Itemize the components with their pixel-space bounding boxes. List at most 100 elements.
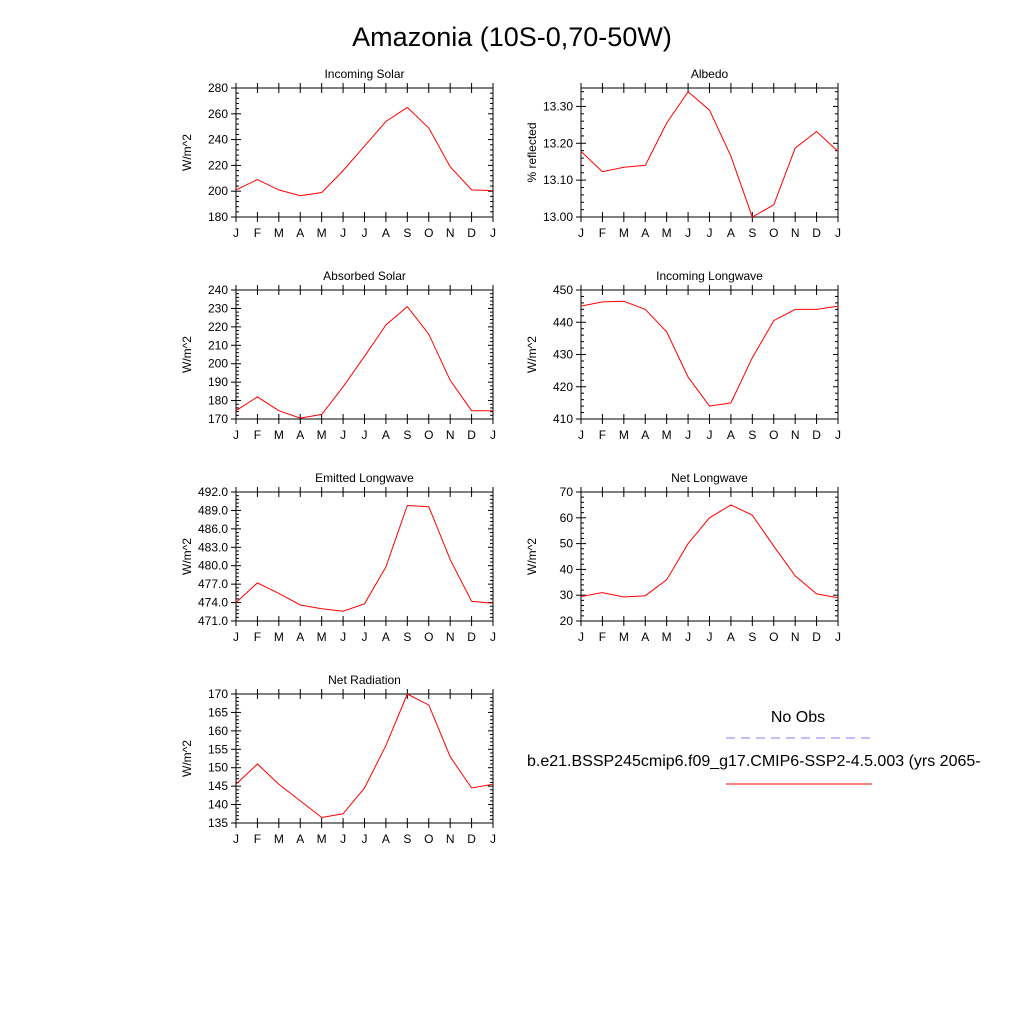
x-tick-label: J xyxy=(340,832,346,846)
x-tick-label: F xyxy=(254,428,261,442)
y-tick-label: 486.0 xyxy=(198,522,228,536)
y-tick-label: 13.10 xyxy=(543,173,573,187)
y-tick-label: 20 xyxy=(560,614,574,628)
panel-title: Emitted Longwave xyxy=(315,471,414,485)
panel-net-radiation: Net Radiation W/m^2 135 140 145 150 155 160 165 1… xyxy=(180,673,496,846)
y-axis-label: W/m^2 xyxy=(525,538,539,575)
x-tick-label: J xyxy=(685,428,691,442)
x-tick-label: J xyxy=(233,226,239,240)
x-tick-label: J xyxy=(707,428,713,442)
plot-frame xyxy=(235,289,494,420)
x-tick-label: A xyxy=(641,428,649,442)
y-tick-label: 140 xyxy=(208,798,228,812)
y-axis-label: W/m^2 xyxy=(525,336,539,373)
x-tick-label: O xyxy=(424,428,433,442)
y-tick-label: 471.0 xyxy=(198,614,228,628)
y-tick-label: 210 xyxy=(208,338,228,352)
y-axis-label: W/m^2 xyxy=(180,336,194,373)
y-tick-label: 477.0 xyxy=(198,577,228,591)
x-tick-label: J xyxy=(490,226,496,240)
y-tick-label: 13.30 xyxy=(543,99,573,113)
y-axis-label: % reflected xyxy=(525,122,539,182)
y-tick-label: 410 xyxy=(553,412,573,426)
panel-title: Incoming Longwave xyxy=(656,269,763,283)
x-tick-label: O xyxy=(769,428,778,442)
x-tick-label: M xyxy=(619,630,629,644)
x-tick-label: M xyxy=(662,226,672,240)
x-tick-label: J xyxy=(578,226,584,240)
x-tick-label: J xyxy=(362,428,368,442)
x-tick-label: A xyxy=(727,630,735,644)
x-tick-label: J xyxy=(233,428,239,442)
x-tick-label: F xyxy=(599,630,606,644)
y-tick-label: 150 xyxy=(208,761,228,775)
y-tick-label: 40 xyxy=(560,562,574,576)
y-tick-label: 220 xyxy=(208,158,228,172)
x-tick-label: S xyxy=(403,226,411,240)
y-axis-label: W/m^2 xyxy=(180,740,194,777)
x-tick-label: A xyxy=(641,226,649,240)
x-tick-label: A xyxy=(727,226,735,240)
y-tick-label: 230 xyxy=(208,301,228,315)
x-tick-label: O xyxy=(769,226,778,240)
x-tick-label: S xyxy=(403,630,411,644)
x-tick-label: M xyxy=(662,428,672,442)
y-tick-label: 165 xyxy=(208,705,228,719)
x-tick-label: N xyxy=(791,428,800,442)
y-axis-label: W/m^2 xyxy=(180,538,194,575)
y-tick-label: 430 xyxy=(553,348,573,362)
y-tick-label: 260 xyxy=(208,107,228,121)
x-tick-label: J xyxy=(362,630,368,644)
x-tick-label: J xyxy=(340,630,346,644)
series-line xyxy=(580,90,839,218)
legend-obs-label: No Obs xyxy=(771,709,825,726)
x-tick-label: J xyxy=(233,832,239,846)
x-tick-label: D xyxy=(467,226,476,240)
x-tick-label: J xyxy=(685,226,691,240)
x-tick-label: M xyxy=(619,226,629,240)
y-tick-label: 145 xyxy=(208,779,228,793)
panel-emitted-longwave: Emitted Longwave W/m^2 471.0 474.0 477.0 480.… xyxy=(180,471,496,644)
x-tick-label: A xyxy=(296,428,304,442)
y-tick-label: 492.0 xyxy=(198,485,228,499)
y-tick-label: 160 xyxy=(208,724,228,738)
x-tick-label: J xyxy=(835,428,841,442)
x-tick-label: J xyxy=(685,630,691,644)
x-tick-label: J xyxy=(362,832,368,846)
y-tick-label: 420 xyxy=(553,380,573,394)
x-tick-label: A xyxy=(382,630,390,644)
y-tick-label: 70 xyxy=(560,485,574,499)
x-tick-label: D xyxy=(812,630,821,644)
y-tick-label: 200 xyxy=(208,357,228,371)
panel-title: Albedo xyxy=(691,67,729,81)
series-line xyxy=(235,693,494,819)
x-tick-label: D xyxy=(812,226,821,240)
x-tick-label: N xyxy=(791,630,800,644)
x-tick-label: M xyxy=(274,832,284,846)
x-tick-label: J xyxy=(490,428,496,442)
x-tick-label: F xyxy=(254,630,261,644)
x-tick-label: A xyxy=(382,428,390,442)
y-tick-label: 60 xyxy=(560,511,574,525)
panel-title: Net Radiation xyxy=(328,673,401,687)
x-tick-label: J xyxy=(707,226,713,240)
x-tick-label: J xyxy=(578,630,584,644)
x-tick-label: D xyxy=(467,630,476,644)
legend-model-label: b.e21.BSSP245cmip6.f09_g17.CMIP6-SSP2-4.… xyxy=(527,753,981,770)
y-tick-label: 440 xyxy=(553,315,573,329)
y-tick-label: 489.0 xyxy=(198,503,228,517)
x-tick-label: D xyxy=(812,428,821,442)
y-tick-label: 155 xyxy=(208,742,228,756)
x-tick-label: M xyxy=(274,630,284,644)
x-tick-label: J xyxy=(340,428,346,442)
x-tick-label: M xyxy=(619,428,629,442)
x-tick-label: J xyxy=(578,428,584,442)
x-tick-label: O xyxy=(424,832,433,846)
x-tick-label: O xyxy=(424,630,433,644)
panel-absorbed-solar: Absorbed Solar W/m^2 170 180 190 200 210 220 230… xyxy=(180,269,496,442)
x-tick-label: M xyxy=(662,630,672,644)
